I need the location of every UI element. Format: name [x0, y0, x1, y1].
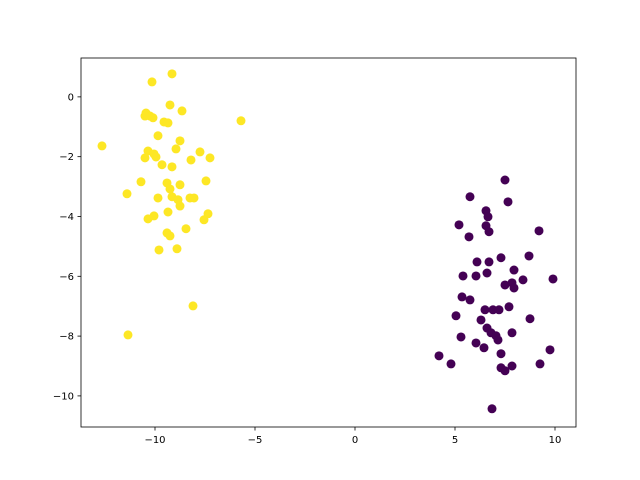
- point: [446, 359, 456, 369]
- point: [507, 328, 517, 338]
- point: [479, 343, 489, 353]
- point: [525, 314, 535, 324]
- point: [454, 220, 464, 230]
- point: [503, 197, 513, 207]
- point: [171, 144, 181, 154]
- point: [148, 113, 158, 123]
- point: [484, 227, 494, 237]
- point: [122, 189, 132, 199]
- point: [507, 361, 517, 371]
- point: [494, 305, 504, 315]
- point: [165, 231, 175, 241]
- point: [465, 295, 475, 305]
- point: [143, 214, 153, 224]
- point: [195, 147, 205, 157]
- point: [484, 257, 494, 267]
- point: [201, 176, 211, 186]
- point: [153, 131, 163, 141]
- point: [509, 283, 519, 293]
- point: [165, 100, 175, 110]
- point: [97, 141, 107, 151]
- point: [123, 330, 133, 340]
- y-tick-label: −6: [59, 272, 74, 283]
- point: [457, 292, 467, 302]
- point: [199, 215, 209, 225]
- point: [534, 226, 544, 236]
- point: [518, 275, 528, 285]
- point: [504, 302, 514, 312]
- point: [545, 345, 555, 355]
- point: [471, 271, 481, 281]
- plot-frame: [80, 57, 577, 428]
- point: [151, 152, 161, 162]
- point: [472, 257, 482, 267]
- y-tick-label: −2: [59, 152, 74, 163]
- point: [476, 315, 486, 325]
- point: [456, 332, 466, 342]
- point: [236, 116, 246, 126]
- point: [480, 305, 490, 315]
- point: [177, 106, 187, 116]
- point: [165, 184, 175, 194]
- point: [500, 366, 510, 376]
- y-tick-label: 0: [68, 92, 74, 103]
- y-tick-label: −8: [59, 332, 74, 343]
- point: [482, 268, 492, 278]
- point: [154, 245, 164, 255]
- point: [181, 224, 191, 234]
- x-tick-label: −5: [248, 435, 263, 446]
- x-tick-label: 5: [452, 435, 458, 446]
- point: [464, 232, 474, 242]
- point: [175, 201, 185, 211]
- point: [509, 265, 519, 275]
- y-tick-label: −4: [59, 212, 74, 223]
- point: [147, 77, 157, 87]
- point: [172, 244, 182, 254]
- point: [167, 162, 177, 172]
- point: [136, 177, 146, 187]
- point: [186, 155, 196, 165]
- point: [434, 351, 444, 361]
- point: [471, 338, 481, 348]
- point: [500, 280, 510, 290]
- point: [188, 301, 198, 311]
- point: [524, 251, 534, 261]
- point: [175, 136, 185, 146]
- point: [163, 118, 173, 128]
- point: [205, 153, 215, 163]
- point: [548, 274, 558, 284]
- x-tick-label: 10: [549, 435, 562, 446]
- point: [175, 180, 185, 190]
- point: [167, 69, 177, 79]
- point: [500, 175, 510, 185]
- point: [451, 311, 461, 321]
- point: [140, 111, 150, 121]
- point: [535, 359, 545, 369]
- point: [493, 335, 503, 345]
- point: [140, 153, 150, 163]
- point: [157, 160, 167, 170]
- point: [458, 271, 468, 281]
- y-tick-label: −10: [53, 391, 74, 402]
- point: [496, 349, 506, 359]
- point: [487, 404, 497, 414]
- point: [483, 212, 493, 222]
- point: [189, 193, 199, 203]
- x-tick-label: 0: [352, 435, 358, 446]
- point: [153, 193, 163, 203]
- point: [163, 207, 173, 217]
- point: [465, 192, 475, 202]
- x-tick-label: −10: [144, 435, 165, 446]
- point: [496, 253, 506, 263]
